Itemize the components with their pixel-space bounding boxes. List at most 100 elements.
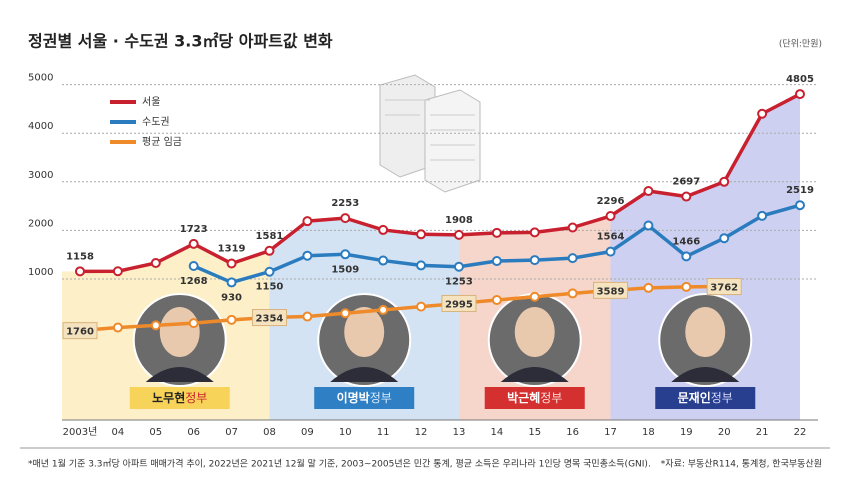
- value-label: 930: [221, 292, 242, 303]
- series-point: [302, 250, 313, 261]
- series-point: [188, 318, 199, 329]
- series-point: [453, 261, 464, 272]
- series-point: [226, 277, 237, 288]
- era-label-box: [314, 387, 415, 409]
- x-tick-label: 2003년: [63, 426, 98, 438]
- era-suffix: 정부: [711, 391, 733, 405]
- portrait-body: [330, 367, 399, 382]
- series-point: [378, 255, 389, 266]
- x-tick-label: 04: [112, 427, 125, 438]
- series-point: [681, 191, 692, 202]
- series-point: [605, 211, 616, 222]
- x-tick-label: 17: [604, 427, 617, 438]
- era-area: [610, 94, 800, 420]
- era-suffix: 정부: [185, 391, 207, 405]
- series-point: [416, 260, 427, 271]
- series-point: [150, 257, 161, 268]
- x-tick-label: 11: [377, 427, 390, 438]
- portrait: [655, 293, 756, 409]
- legend-label: 평균 임금: [142, 135, 182, 148]
- series-point: [188, 238, 199, 249]
- portrait-body: [145, 367, 214, 382]
- x-tick-label: 21: [756, 427, 769, 438]
- portrait-face: [685, 307, 726, 357]
- series-point: [302, 216, 313, 227]
- value-label-box: [251, 309, 287, 327]
- era-label-box: [484, 387, 585, 409]
- era-suffix: 정부: [370, 391, 392, 405]
- x-tick-label: 18: [642, 427, 655, 438]
- series-point: [643, 282, 654, 293]
- value-label-box: [593, 281, 629, 299]
- series-point: [491, 295, 502, 306]
- x-tick-label: 20: [718, 427, 731, 438]
- series-point: [340, 308, 351, 319]
- series-point: [453, 229, 464, 240]
- value-label: 1509: [331, 264, 359, 275]
- value-label: 1150: [256, 282, 284, 293]
- series-point: [643, 186, 654, 197]
- value-label: 1158: [66, 251, 94, 262]
- series-point: [795, 200, 805, 211]
- value-label: 2697: [672, 177, 700, 188]
- x-tick-label: 06: [187, 427, 200, 438]
- series-point: [605, 246, 616, 257]
- portrait: [484, 293, 585, 409]
- source: *자료: 부동산R114, 통계청, 한국부동산원: [661, 458, 822, 470]
- series-point: [75, 266, 85, 277]
- series-point: [567, 253, 578, 264]
- portrait: [129, 293, 230, 409]
- x-tick-label: 19: [680, 427, 693, 438]
- value-label: 2519: [786, 185, 814, 196]
- series-point: [719, 233, 730, 244]
- series-point: [302, 311, 313, 322]
- series-point: [378, 304, 389, 315]
- series-point: [529, 227, 540, 238]
- series-point: [188, 261, 199, 271]
- value-label: 2354: [256, 314, 284, 325]
- unit-label: (단위:만원): [779, 39, 822, 50]
- legend-label: 서울: [142, 96, 160, 108]
- era-label: 이명박정부: [337, 390, 392, 405]
- value-label: 3762: [710, 283, 738, 294]
- era-name: 박근혜: [507, 390, 540, 405]
- series-point: [340, 249, 351, 260]
- era-suffix: 정부: [540, 391, 562, 405]
- building-icon: [379, 74, 481, 193]
- series-point: [795, 89, 805, 100]
- y-tick-label: 2000: [28, 218, 53, 229]
- era-label: 문재인정부: [678, 390, 733, 405]
- value-label-box: [706, 278, 742, 296]
- x-tick-label: 05: [149, 427, 162, 438]
- series-point: [567, 222, 578, 233]
- y-tick-label: 4000: [28, 121, 53, 132]
- series-point: [264, 245, 275, 256]
- footnote: *매년 1월 기준 3.3㎡당 아파트 매매가격 추이, 2022년은 2021…: [28, 458, 651, 470]
- era-name: 노무현: [152, 390, 185, 405]
- chart-title: 정권별 서울 · 수도권 3.3㎡당 아파트값 변화: [28, 32, 333, 51]
- x-tick-label: 22: [794, 427, 807, 438]
- value-label: 2296: [597, 196, 625, 207]
- x-tick-label: 12: [415, 427, 428, 438]
- x-tick-label: 15: [528, 427, 541, 438]
- value-label: 2253: [331, 198, 359, 209]
- value-label: 1319: [218, 244, 246, 255]
- series-point: [567, 288, 578, 299]
- series-point: [681, 281, 692, 292]
- value-label: 1908: [445, 215, 473, 226]
- x-tick-label: 07: [225, 427, 238, 438]
- series-point: [529, 291, 540, 302]
- era-label: 노무현정부: [152, 390, 207, 405]
- series-point: [491, 227, 502, 238]
- x-tick-label: 08: [263, 427, 276, 438]
- value-label: 4805: [786, 74, 814, 85]
- value-label: 1268: [180, 276, 208, 287]
- portrait-face: [344, 307, 385, 357]
- series-point: [264, 266, 275, 277]
- series-line: [79, 92, 801, 274]
- portrait-face: [159, 307, 200, 357]
- series-point: [757, 210, 768, 221]
- portrait-body: [500, 367, 569, 382]
- x-tick-label: 09: [301, 427, 314, 438]
